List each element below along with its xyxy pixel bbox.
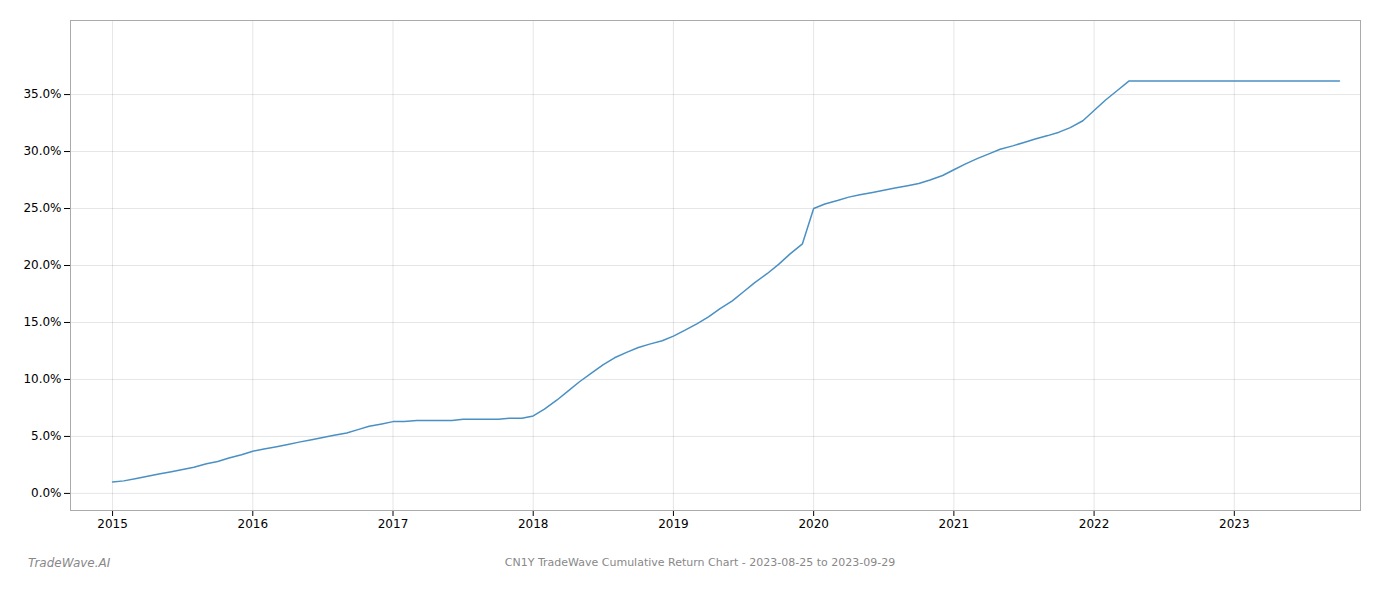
svg-text:2017: 2017	[378, 517, 409, 531]
html-text:TradeWave.AI: TradeWave.AI	[28, 556, 111, 570]
svg-text:15.0%: 15.0%	[23, 315, 61, 329]
svg-text:2021: 2021	[939, 517, 970, 531]
svg-text:10.0%: 10.0%	[23, 372, 61, 386]
svg-text:2020: 2020	[798, 517, 829, 531]
svg-text:20.0%: 20.0%	[23, 258, 61, 272]
svg-text:2022: 2022	[1079, 517, 1110, 531]
svg-text:25.0%: 25.0%	[23, 201, 61, 215]
svg-text:5.0%: 5.0%	[31, 429, 62, 443]
svg-text:2023: 2023	[1219, 517, 1250, 531]
svg-text:2019: 2019	[658, 517, 689, 531]
svg-text:2018: 2018	[518, 517, 549, 531]
svg-text:0.0%: 0.0%	[31, 486, 62, 500]
svg-text:2015: 2015	[97, 517, 128, 531]
svg-text:30.0%: 30.0%	[23, 144, 61, 158]
html-text:CN1Y TradeWave Cumulative Retu: CN1Y TradeWave Cumulative Return Chart -…	[504, 556, 896, 569]
svg-text:35.0%: 35.0%	[23, 87, 61, 101]
svg-text:2016: 2016	[238, 517, 269, 531]
